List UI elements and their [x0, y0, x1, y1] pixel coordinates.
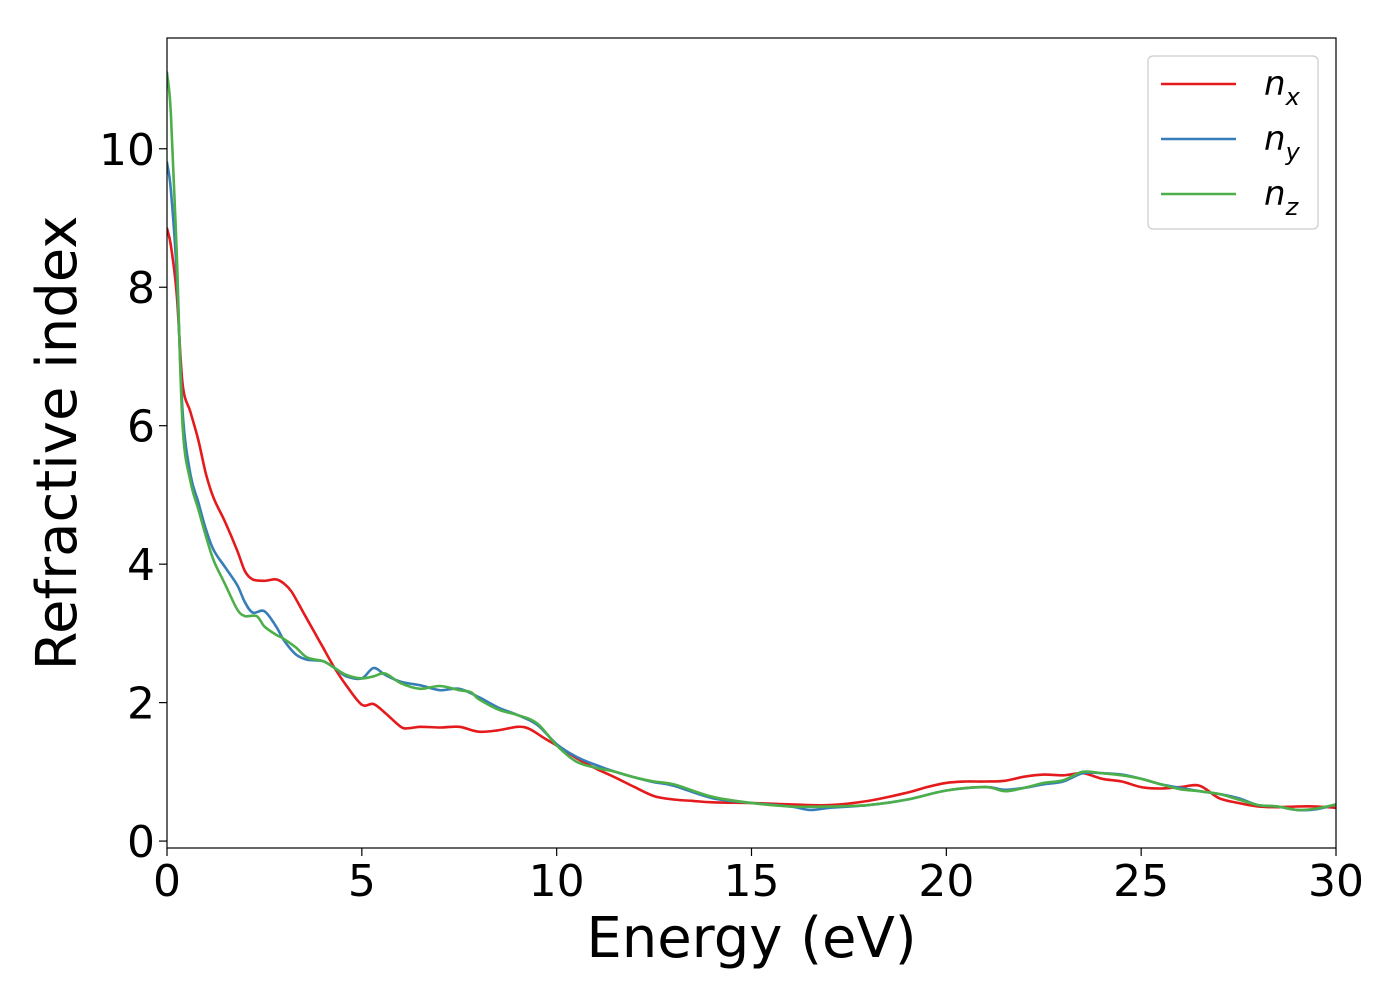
- y-tick-label: 10: [99, 125, 155, 176]
- legend-label: nx: [1264, 64, 1301, 111]
- legend-label: ny: [1264, 119, 1301, 166]
- y-tick-label: 8: [127, 263, 155, 314]
- x-tick-label: 0: [153, 856, 181, 907]
- legend-box: [1147, 55, 1319, 230]
- x-tick-label: 25: [1113, 856, 1169, 907]
- y-axis: 0 2 4 6 8 10: [99, 125, 167, 868]
- x-tick-label: 5: [348, 856, 376, 907]
- plot-lines: [167, 71, 1336, 812]
- series-line-ny: [167, 161, 1336, 812]
- series-line-nz: [167, 71, 1336, 812]
- legend-label: nz: [1264, 174, 1300, 221]
- x-tick-label: 10: [529, 856, 585, 907]
- y-tick-label: 4: [127, 540, 155, 591]
- series-line-nx: [167, 227, 1336, 810]
- y-axis-title: Refractive index: [25, 216, 90, 671]
- y-tick-label: 6: [127, 402, 155, 453]
- x-tick-label: 30: [1308, 856, 1364, 907]
- y-tick-label: 0: [127, 817, 155, 868]
- x-tick-label: 20: [918, 856, 974, 907]
- x-tick-label: 15: [724, 856, 780, 907]
- x-axis: 0 5 10 15 20 25 30: [153, 848, 1364, 907]
- x-axis-title: Energy (eV): [586, 906, 916, 971]
- legend: nx ny nz: [1147, 55, 1319, 230]
- y-tick-label: 2: [127, 679, 155, 730]
